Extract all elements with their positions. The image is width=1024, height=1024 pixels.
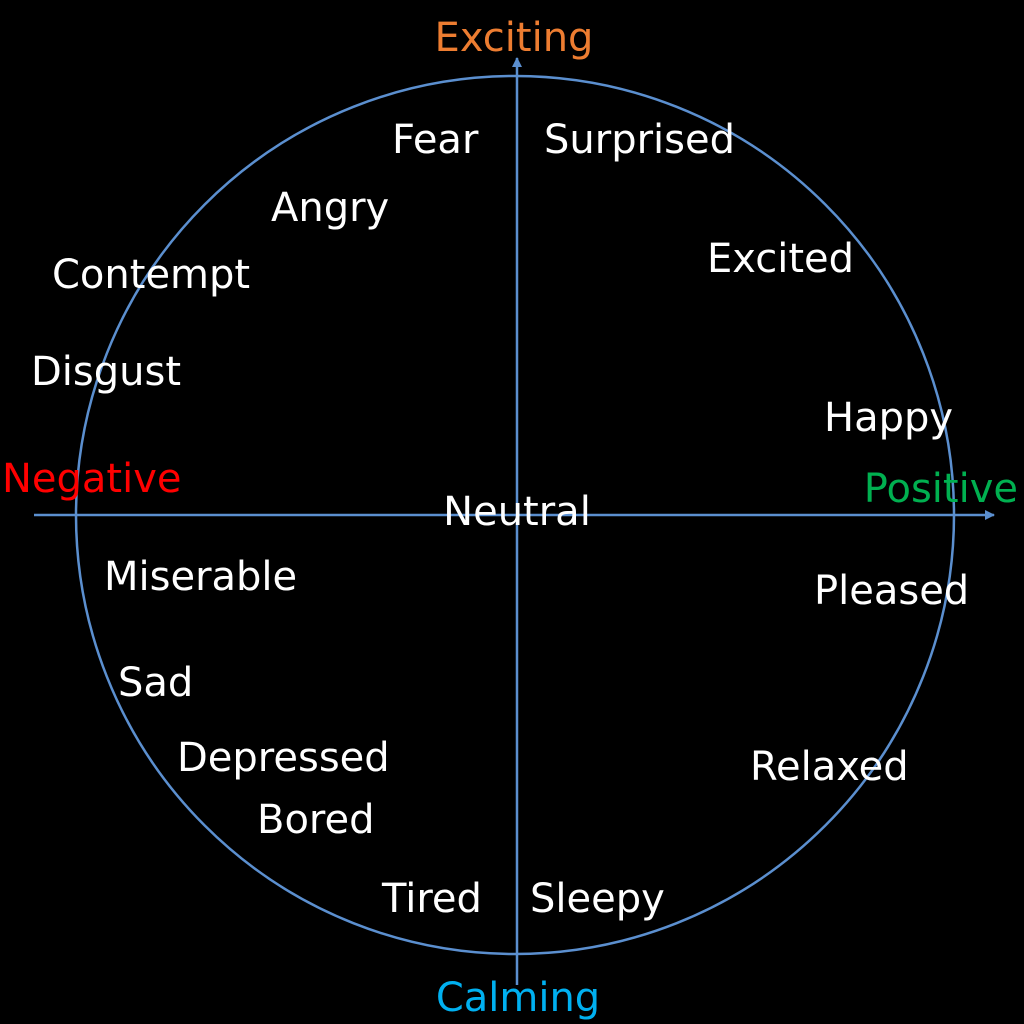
emotion-angry: Angry — [271, 185, 389, 231]
emotion-miserable: Miserable — [104, 554, 297, 600]
emotion-tired: Tired — [381, 876, 482, 922]
axis-label-bottom: Calming — [436, 975, 600, 1021]
axis-label-left: Negative — [2, 456, 182, 502]
axis-label-right: Positive — [864, 466, 1018, 512]
emotion-sad: Sad — [118, 660, 193, 706]
emotion-surprised: Surprised — [544, 117, 735, 163]
center-label: Neutral — [443, 489, 591, 535]
emotion-relaxed: Relaxed — [750, 744, 909, 790]
emotion-pleased: Pleased — [814, 568, 969, 614]
emotion-sleepy: Sleepy — [530, 876, 665, 922]
emotion-fear: Fear — [392, 117, 479, 163]
emotion-excited: Excited — [707, 236, 854, 282]
emotion-happy: Happy — [824, 395, 953, 441]
emotion-contempt: Contempt — [52, 252, 250, 298]
emotion-depressed: Depressed — [177, 735, 390, 781]
emotion-bored: Bored — [257, 797, 374, 843]
emotion-disgust: Disgust — [31, 349, 181, 395]
axis-label-top: Exciting — [435, 15, 594, 61]
